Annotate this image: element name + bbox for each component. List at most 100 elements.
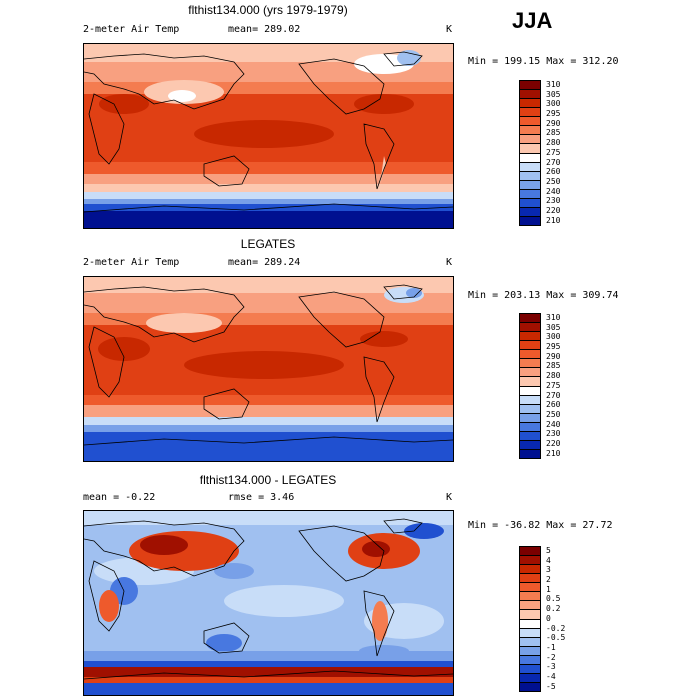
colorbar-swatch bbox=[520, 332, 540, 342]
colorbar-tick-label: 280 bbox=[546, 138, 561, 148]
colorbar-swatch bbox=[520, 574, 540, 584]
colorbar-swatch bbox=[520, 189, 540, 199]
colorbar-swatch bbox=[520, 646, 540, 656]
colorbar-tick-label: 260 bbox=[546, 167, 561, 177]
panel-3-map bbox=[83, 510, 454, 696]
colorbar-swatch bbox=[520, 422, 540, 432]
colorbar-swatch bbox=[520, 628, 540, 638]
colorbar-swatch bbox=[520, 440, 540, 450]
colorbar-swatch bbox=[520, 350, 540, 360]
colorbar-tick-label: 260 bbox=[546, 400, 561, 410]
panel-2-colorbar bbox=[519, 313, 541, 459]
colorbar-swatch bbox=[520, 207, 540, 217]
colorbar-swatch bbox=[520, 431, 540, 441]
colorbar-tick-label: 280 bbox=[546, 371, 561, 381]
colorbar-swatch bbox=[520, 395, 540, 405]
panel-1-mean-label: mean= 289.02 bbox=[228, 24, 301, 35]
panel-3-colorbar bbox=[519, 546, 541, 692]
colorbar-tick-label: 300 bbox=[546, 332, 561, 342]
colorbar-swatch bbox=[520, 664, 540, 674]
colorbar-swatch bbox=[520, 153, 540, 163]
colorbar-swatch bbox=[520, 583, 540, 593]
colorbar-swatch bbox=[520, 637, 540, 647]
colorbar-swatch bbox=[520, 108, 540, 118]
colorbar-tick-label: 310 bbox=[546, 312, 561, 322]
panel-2-colorbar-labels: 310 305 300 295 290 285 280 275 270 260 250 240 230 2… bbox=[546, 313, 560, 459]
panel-1-map-svg bbox=[84, 44, 453, 228]
colorbar-tick-label: 310 bbox=[546, 79, 561, 89]
colorbar-swatch bbox=[520, 117, 540, 127]
colorbar-swatch bbox=[520, 601, 540, 611]
colorbar-swatch bbox=[520, 413, 540, 423]
colorbar-tick-label: 230 bbox=[546, 196, 561, 206]
colorbar-swatch bbox=[520, 377, 540, 387]
colorbar-tick-label: 275 bbox=[546, 380, 561, 390]
colorbar-swatch bbox=[520, 99, 540, 109]
panel-1-map bbox=[83, 43, 454, 229]
colorbar-tick-label: 210 bbox=[546, 448, 561, 458]
colorbar-tick-label: 2 bbox=[546, 575, 551, 585]
colorbar-swatch bbox=[520, 655, 540, 665]
panel-2-map bbox=[83, 276, 454, 462]
panel-2-minmax: Min = 203.13 Max = 309.74 bbox=[468, 290, 619, 301]
colorbar-swatch bbox=[520, 90, 540, 100]
colorbar-swatch bbox=[520, 619, 540, 629]
colorbar-tick-label: 305 bbox=[546, 89, 561, 99]
colorbar-tick-label: -0.2 bbox=[546, 623, 566, 633]
colorbar-tick-label: 0 bbox=[546, 613, 551, 623]
panel-3-rmse-label: rmse = 3.46 bbox=[228, 492, 295, 503]
panel-2-mean-label: mean= 289.24 bbox=[228, 257, 301, 268]
colorbar-tick-label: 0.5 bbox=[546, 594, 561, 604]
colorbar-tick-label: 230 bbox=[546, 429, 561, 439]
colorbar-tick-label: -0.5 bbox=[546, 633, 566, 643]
panel-1-colorbar-labels: 310 305 300 295 290 285 280 275 270 260 250 240 230 2… bbox=[546, 80, 560, 226]
panel-3-unit-label: K bbox=[446, 492, 453, 503]
colorbar-swatch bbox=[520, 198, 540, 208]
colorbar-tick-label: 0.2 bbox=[546, 604, 561, 614]
colorbar-swatch bbox=[520, 144, 540, 154]
colorbar-swatch bbox=[520, 171, 540, 181]
colorbar-swatch bbox=[520, 386, 540, 396]
colorbar-tick-label: 290 bbox=[546, 351, 561, 361]
panel-2-map-svg bbox=[84, 277, 453, 461]
colorbar-tick-label: -4 bbox=[546, 672, 556, 682]
colorbar-tick-label: 1 bbox=[546, 584, 551, 594]
colorbar-tick-label: -3 bbox=[546, 662, 556, 672]
colorbar-swatch bbox=[520, 135, 540, 145]
panel-1-minmax: Min = 199.15 Max = 312.20 bbox=[468, 56, 619, 67]
colorbar-tick-label: 270 bbox=[546, 390, 561, 400]
colorbar-swatch bbox=[520, 314, 540, 324]
colorbar-tick-label: 220 bbox=[546, 439, 561, 449]
colorbar-tick-label: 4 bbox=[546, 555, 551, 565]
colorbar-swatch bbox=[520, 673, 540, 683]
panel-2-variable-label: 2-meter Air Temp bbox=[83, 257, 180, 268]
colorbar-swatch bbox=[520, 592, 540, 602]
colorbar-swatch bbox=[520, 216, 540, 225]
panel-3-title: flthist134.000 - LEGATES bbox=[199, 473, 337, 487]
panel-3-minmax: Min = -36.82 Max = 27.72 bbox=[468, 520, 613, 531]
colorbar-tick-label: 290 bbox=[546, 118, 561, 128]
colorbar-tick-label: 300 bbox=[546, 99, 561, 109]
colorbar-tick-label: 240 bbox=[546, 186, 561, 196]
panel-2-unit-label: K bbox=[446, 257, 453, 268]
panel-3-colorbar-labels: 5 4 3 2 1 0.5 0.2 0 -0.2 -0.5 -1 -2 -3 -4 -5 bbox=[546, 546, 565, 692]
colorbar-tick-label: 250 bbox=[546, 410, 561, 420]
colorbar-swatch bbox=[520, 162, 540, 172]
panel-1-title: flthist134.000 (yrs 1979-1979) bbox=[188, 3, 348, 17]
colorbar-tick-label: 5 bbox=[546, 545, 551, 555]
colorbar-swatch bbox=[520, 449, 540, 458]
colorbar-tick-label: 295 bbox=[546, 342, 561, 352]
colorbar-swatch bbox=[520, 180, 540, 190]
colorbar-tick-label: 250 bbox=[546, 177, 561, 187]
season-label: JJA bbox=[512, 8, 553, 33]
colorbar-swatch bbox=[520, 565, 540, 575]
colorbar-tick-label: -2 bbox=[546, 652, 556, 662]
colorbar-swatch bbox=[520, 547, 540, 557]
colorbar-swatch bbox=[520, 81, 540, 91]
colorbar-tick-label: -1 bbox=[546, 643, 556, 653]
colorbar-swatch bbox=[520, 404, 540, 414]
colorbar-tick-label: 220 bbox=[546, 206, 561, 216]
colorbar-tick-label: 240 bbox=[546, 419, 561, 429]
panel-1-variable-label: 2-meter Air Temp bbox=[83, 24, 180, 35]
colorbar-tick-label: 305 bbox=[546, 322, 561, 332]
